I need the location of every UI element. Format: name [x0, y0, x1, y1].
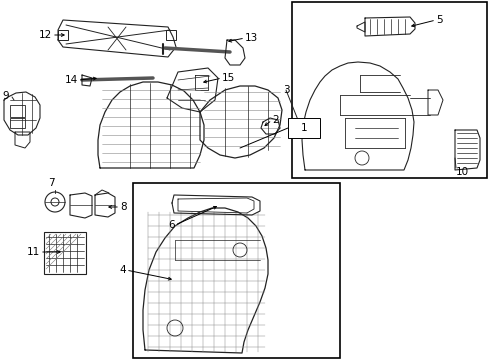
Text: 12: 12	[39, 30, 52, 40]
Bar	[133, 183, 339, 358]
Text: 13: 13	[244, 33, 258, 43]
Text: 9: 9	[2, 91, 9, 101]
Text: 8: 8	[120, 202, 126, 212]
Text: 11: 11	[27, 247, 40, 257]
Bar	[58, 30, 68, 40]
Text: 2: 2	[271, 115, 278, 125]
Text: 1: 1	[300, 123, 306, 133]
Text: 14: 14	[64, 75, 78, 85]
Text: 5: 5	[435, 15, 442, 25]
Text: 4: 4	[119, 265, 126, 275]
Bar	[287, 118, 319, 138]
Bar	[291, 2, 486, 178]
Bar	[10, 118, 25, 128]
Text: 15: 15	[222, 73, 235, 83]
Text: 6: 6	[168, 220, 175, 230]
Bar	[165, 30, 176, 40]
Text: 10: 10	[455, 167, 468, 177]
Text: 3: 3	[283, 85, 289, 95]
Bar	[44, 232, 86, 274]
Text: 7: 7	[48, 178, 55, 188]
Bar	[10, 105, 25, 117]
